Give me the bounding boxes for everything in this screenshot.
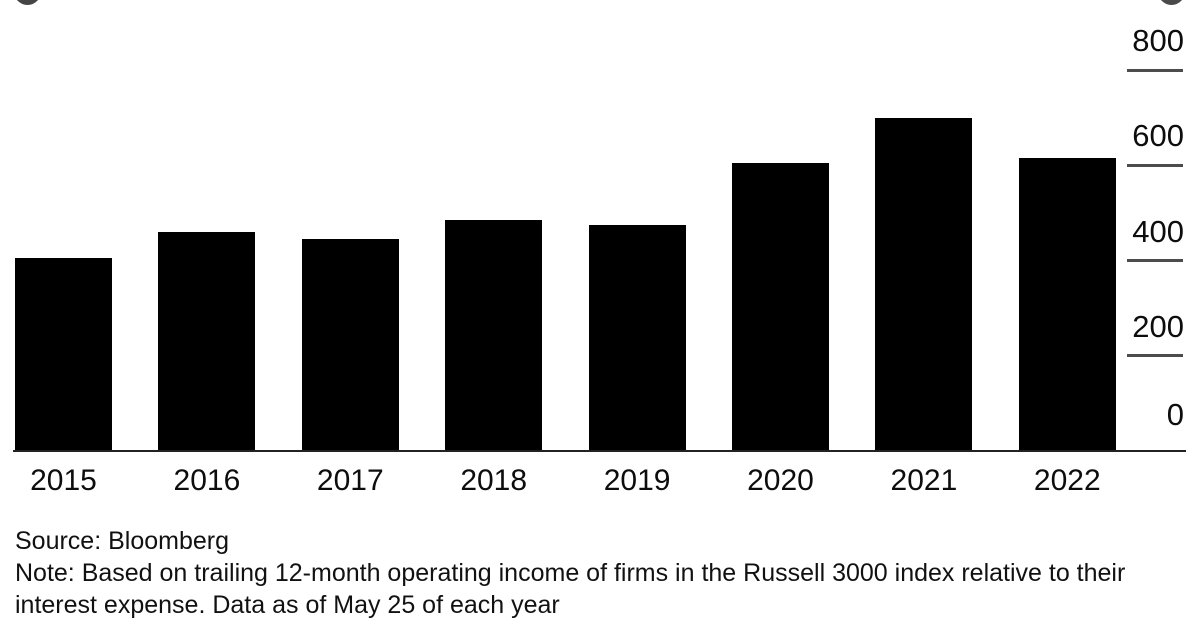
bar-2022 <box>1018 158 1116 451</box>
y-axis-tick <box>1127 259 1183 262</box>
x-axis-label: 2017 <box>316 464 384 497</box>
x-axis-label: 2021 <box>890 464 958 497</box>
y-axis-tick <box>1127 163 1183 167</box>
x-axis-label: 2020 <box>747 464 814 497</box>
x-axis-label: 2019 <box>603 464 671 497</box>
bar-2021 <box>875 118 973 451</box>
bar-2019 <box>588 225 686 451</box>
source-text: Source: Bloomberg <box>15 527 230 555</box>
y-axis-tick <box>1127 68 1183 72</box>
cropped-circle-icon <box>1158 0 1185 5</box>
y-axis-tick <box>1127 354 1183 358</box>
chart-footer: Source: Bloomberg Note: Based on trailin… <box>15 525 1183 621</box>
x-axis-label: 2018 <box>460 464 528 497</box>
y-axis-tick-label: 0 <box>1166 397 1184 432</box>
y-axis-tick-label: 800 <box>1132 23 1184 58</box>
bar-2017 <box>301 239 399 451</box>
bar-2015 <box>15 258 112 451</box>
x-axis-label: 2016 <box>173 464 241 497</box>
y-axis-tick-label: 400 <box>1132 213 1184 249</box>
x-axis-label: 2022 <box>1033 464 1101 497</box>
bar-2018 <box>445 220 543 451</box>
note-text: Note: Based on trailing 12-month operati… <box>15 559 1126 619</box>
x-axis-line <box>13 450 1186 452</box>
x-axis-label: 2015 <box>30 464 97 497</box>
cropped-circle-icon <box>14 0 41 5</box>
bar-2020 <box>732 163 829 451</box>
y-axis-tick-label: 600 <box>1132 118 1184 154</box>
y-axis-tick-label: 200 <box>1132 308 1184 344</box>
bar-2016 <box>158 232 256 451</box>
